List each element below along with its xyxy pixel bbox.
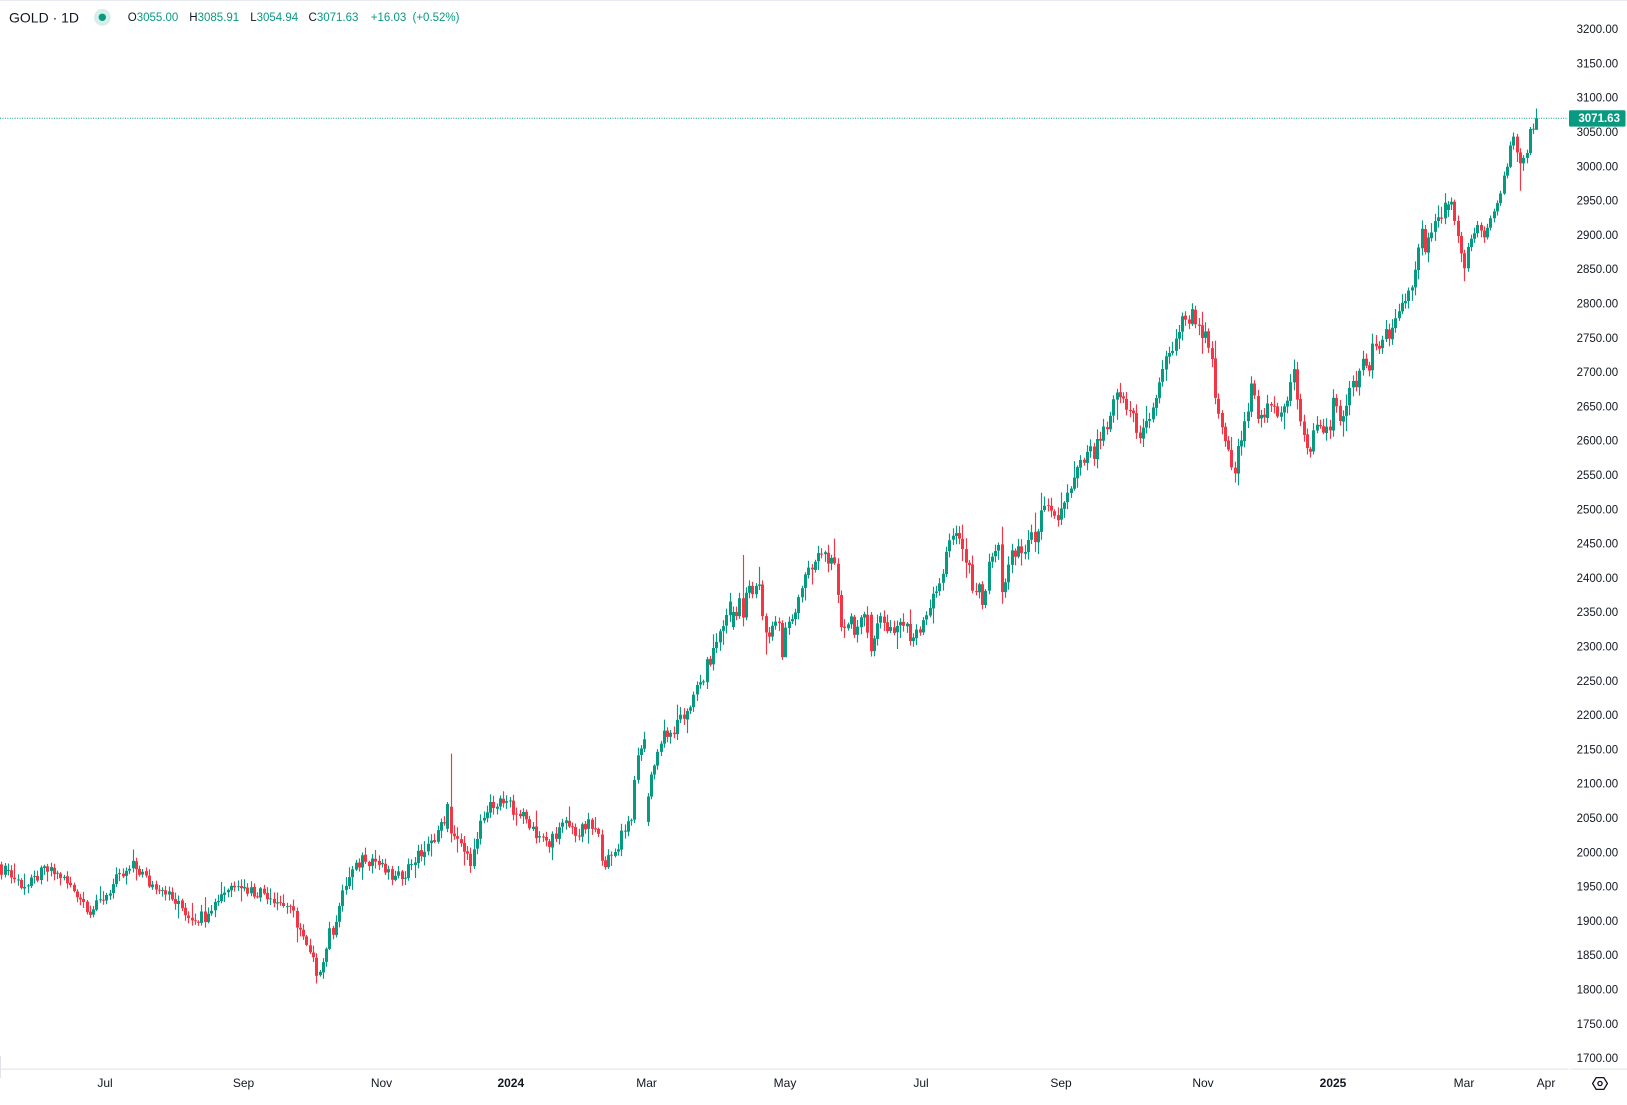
svg-text:2100.00: 2100.00 <box>1577 779 1619 791</box>
svg-text:Apr: Apr <box>1537 1076 1556 1090</box>
svg-text:+16.03: +16.03 <box>371 12 407 24</box>
svg-text:Mar: Mar <box>1454 1076 1475 1090</box>
svg-text:3050.00: 3050.00 <box>1577 127 1619 139</box>
svg-text:2600.00: 2600.00 <box>1577 436 1619 448</box>
svg-text:Sep: Sep <box>1050 1076 1072 1090</box>
svg-text:3100.00: 3100.00 <box>1577 93 1619 105</box>
svg-text:2000.00: 2000.00 <box>1577 847 1619 859</box>
svg-text:2024: 2024 <box>497 1076 524 1090</box>
svg-text:3071.63: 3071.63 <box>1578 113 1620 125</box>
svg-text:2850.00: 2850.00 <box>1577 264 1619 276</box>
svg-text:3150.00: 3150.00 <box>1577 58 1619 70</box>
svg-text:2550.00: 2550.00 <box>1577 470 1619 482</box>
svg-text:H3085.91: H3085.91 <box>189 12 239 24</box>
svg-text:2900.00: 2900.00 <box>1577 230 1619 242</box>
svg-text:2300.00: 2300.00 <box>1577 642 1619 654</box>
svg-text:1850.00: 1850.00 <box>1577 950 1619 962</box>
svg-text:2950.00: 2950.00 <box>1577 196 1619 208</box>
svg-text:1750.00: 1750.00 <box>1577 1019 1619 1031</box>
svg-text:Jul: Jul <box>97 1076 112 1090</box>
svg-text:2400.00: 2400.00 <box>1577 573 1619 585</box>
svg-text:Sep: Sep <box>233 1076 255 1090</box>
svg-text:L3054.94: L3054.94 <box>250 12 299 24</box>
svg-text:2700.00: 2700.00 <box>1577 367 1619 379</box>
svg-text:C3071.63: C3071.63 <box>309 12 359 24</box>
svg-text:2050.00: 2050.00 <box>1577 813 1619 825</box>
svg-text:May: May <box>774 1076 797 1090</box>
svg-text:O3055.00: O3055.00 <box>128 12 179 24</box>
svg-text:Mar: Mar <box>636 1076 657 1090</box>
svg-text:3200.00: 3200.00 <box>1577 24 1619 36</box>
svg-text:2800.00: 2800.00 <box>1577 299 1619 311</box>
svg-text:2500.00: 2500.00 <box>1577 504 1619 516</box>
svg-text:1800.00: 1800.00 <box>1577 985 1619 997</box>
svg-text:2650.00: 2650.00 <box>1577 401 1619 413</box>
svg-text:1700.00: 1700.00 <box>1577 1053 1619 1065</box>
svg-text:2200.00: 2200.00 <box>1577 710 1619 722</box>
svg-text:2350.00: 2350.00 <box>1577 607 1619 619</box>
svg-text:Nov: Nov <box>1192 1076 1213 1090</box>
svg-text:Nov: Nov <box>371 1076 392 1090</box>
svg-text:1900.00: 1900.00 <box>1577 916 1619 928</box>
svg-text:GOLD · 1D: GOLD · 1D <box>9 9 79 25</box>
svg-text:3000.00: 3000.00 <box>1577 161 1619 173</box>
svg-text:Jul: Jul <box>913 1076 928 1090</box>
svg-text:2025: 2025 <box>1320 1076 1347 1090</box>
svg-text:(+0.52%): (+0.52%) <box>413 12 460 24</box>
svg-text:2450.00: 2450.00 <box>1577 539 1619 551</box>
svg-text:1950.00: 1950.00 <box>1577 882 1619 894</box>
svg-text:2250.00: 2250.00 <box>1577 676 1619 688</box>
svg-text:2750.00: 2750.00 <box>1577 333 1619 345</box>
svg-text:2150.00: 2150.00 <box>1577 744 1619 756</box>
